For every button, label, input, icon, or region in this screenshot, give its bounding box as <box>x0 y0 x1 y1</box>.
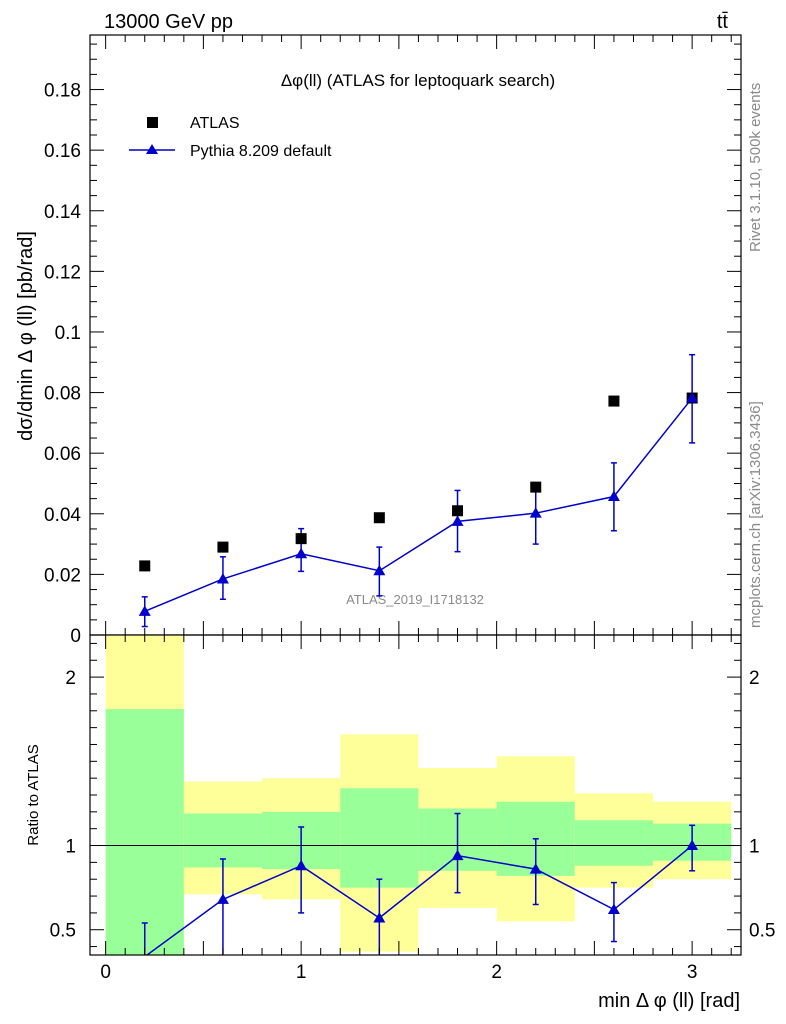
main-y-ticks: 0 0.02 0.04 0.06 0.08 0.1 0.12 0.14 0.16 0.18 <box>44 43 741 647</box>
main-y-tick-label: 0.06 <box>44 444 81 465</box>
ratio-pythia-line <box>145 844 693 955</box>
main-y-tick-label: 0.02 <box>44 565 81 586</box>
ratio-y-axis-label: Ratio to ATLAS <box>25 744 42 845</box>
atlas-point <box>608 395 620 407</box>
main-markers <box>138 353 699 628</box>
legend: ATLAS Pythia 8.209 default <box>129 115 332 160</box>
ratio-pythia-point <box>451 849 464 861</box>
ratio-y-ticks: 0.5 0.5 1 1 2 2 <box>50 642 775 948</box>
green-band <box>340 788 419 888</box>
x-tick-label: 1 <box>296 962 307 983</box>
pythia-point <box>295 547 308 559</box>
legend-atlas-label: ATLAS <box>190 115 240 132</box>
ratio-pythia-point <box>686 839 699 851</box>
pythia-point <box>216 572 229 584</box>
ratio-bands <box>105 635 732 955</box>
ratio-pythia-point <box>607 903 620 915</box>
x-tick-label: 2 <box>491 962 502 983</box>
main-y-tick-label: 0 <box>70 626 81 647</box>
atlas-point <box>217 541 229 553</box>
main-y-tick-label: 0.12 <box>44 262 81 283</box>
plot-title: Δφ(ll) (ATLAS for leptoquark search) <box>281 71 555 90</box>
main-plot-frame <box>89 34 742 636</box>
main-y-tick-label: 0.04 <box>44 505 81 526</box>
watermark-label: ATLAS_2019_I1718132 <box>346 592 484 607</box>
atlas-point <box>139 560 151 572</box>
legend-atlas-marker <box>147 117 158 128</box>
legend-pythia-marker <box>146 144 158 154</box>
pythia-point <box>138 605 151 616</box>
x-ticks: 0 1 2 3 <box>100 35 732 983</box>
atlas-point <box>373 512 385 524</box>
pythia-point <box>529 507 542 518</box>
ratio-markers <box>141 812 699 955</box>
ratio-pythia-point <box>373 911 386 923</box>
atlas-point <box>295 533 307 545</box>
ratio-pythia-point <box>529 863 542 874</box>
main-y-tick-label: 0.1 <box>55 323 81 344</box>
legend-pythia-label: Pythia 8.209 default <box>190 143 332 160</box>
mcplots-label: mcplots.cern.ch [arXiv:1306.3436] <box>747 401 764 628</box>
atlas-point <box>530 481 542 493</box>
rivet-version-label: Rivet 3.1.10, 500k events <box>747 83 764 252</box>
ratio-series <box>141 812 699 955</box>
pythia-line <box>144 397 693 613</box>
x-axis-label: min Δ φ (ll) [rad] <box>598 990 740 1012</box>
ratio-pythia-point <box>216 893 229 904</box>
x-tick-label: 3 <box>687 962 698 983</box>
main-y-tick-label: 0.08 <box>44 384 81 405</box>
x-tick-label: 0 <box>100 962 111 983</box>
ratio-y-tick-label: 1 <box>65 837 76 858</box>
ratio-pythia-point <box>295 859 308 871</box>
ratio-plot: 0.5 0.5 1 1 2 2 0 1 2 3 Ratio to ATLAS min Δ φ (… <box>25 35 775 1012</box>
ratio-y-tick-label-right: 1 <box>749 837 760 858</box>
green-band <box>574 820 654 866</box>
ratio-y-tick-label: 2 <box>65 668 76 689</box>
main-y-tick-label: 0.16 <box>44 141 81 162</box>
ratio-y-tick-label-right: 0.5 <box>749 921 775 942</box>
main-y-tick-label: 0.18 <box>44 81 81 102</box>
main-y-tick-label: 0.14 <box>44 202 81 223</box>
pythia-point <box>607 490 620 502</box>
pythia-point <box>451 515 464 526</box>
ratio-y-tick-label: 0.5 <box>50 921 76 942</box>
energy-label: 13000 GeV pp <box>104 11 233 33</box>
green-band <box>105 709 184 955</box>
process-label: tt̄ <box>717 11 729 33</box>
main-plot: Δφ(ll) (ATLAS for leptoquark search) ATL… <box>15 34 742 647</box>
ratio-plot-frame <box>89 634 742 956</box>
ratio-y-tick-label-right: 2 <box>749 668 760 689</box>
main-y-axis-label: dσ/dmin Δ φ (ll) [pb/rad] <box>15 231 37 441</box>
pythia-point <box>686 392 699 403</box>
pythia-point <box>373 564 386 576</box>
atlas-point <box>452 505 464 517</box>
